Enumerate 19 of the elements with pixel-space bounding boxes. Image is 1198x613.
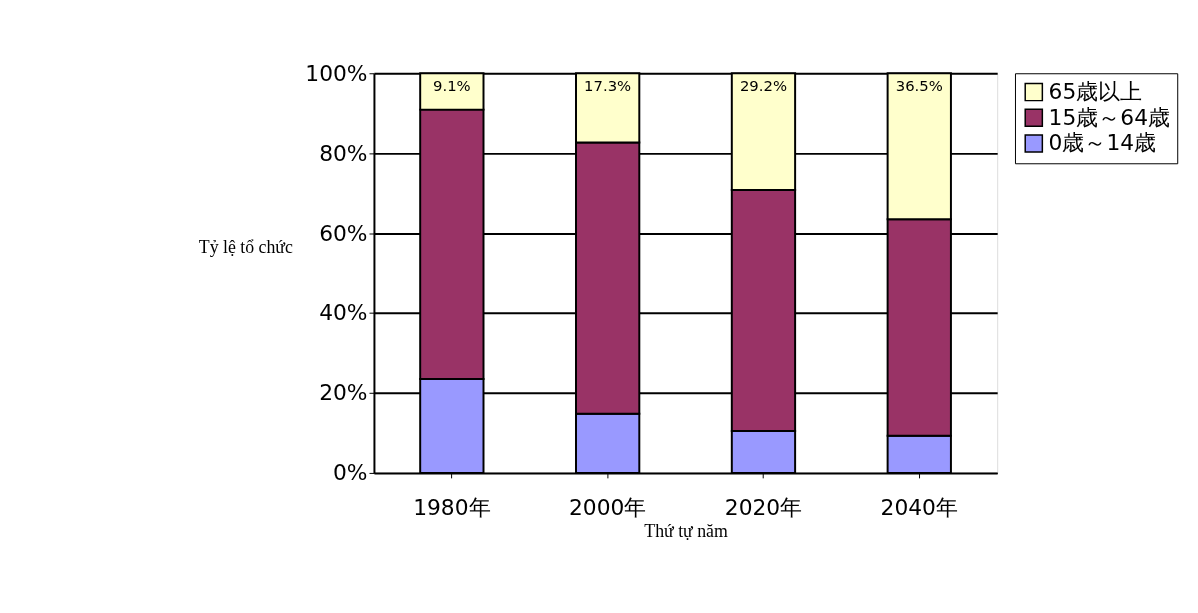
- data-label: 9.1%: [433, 77, 471, 95]
- y-tick-label: 80%: [319, 140, 368, 166]
- y-tick-label: 100%: [305, 60, 368, 86]
- x-tick-label: 2020年: [724, 494, 803, 520]
- y-tick-label: 0%: [333, 460, 368, 486]
- x-tick-label: 1980年: [413, 494, 491, 520]
- y-tick-label: 20%: [319, 380, 368, 406]
- x-axis-title: Thứ tự năm: [644, 520, 728, 541]
- legend-label: 65歳以上: [1048, 78, 1143, 104]
- x-tick-label: 2040年: [880, 494, 958, 520]
- data-label: 17.3%: [584, 77, 632, 95]
- legend-label: 15歳～64歳: [1048, 104, 1170, 130]
- legend-label: 0歳～14歳: [1048, 130, 1157, 156]
- y-tick-label: 40%: [319, 300, 368, 326]
- data-label: 36.5%: [895, 77, 943, 95]
- y-tick-label: 60%: [319, 220, 368, 246]
- x-tick-label: 2000年: [568, 494, 647, 520]
- data-label: 29.2%: [739, 77, 788, 95]
- y-axis-title: Tỷ lệ tổ chức: [198, 236, 293, 257]
